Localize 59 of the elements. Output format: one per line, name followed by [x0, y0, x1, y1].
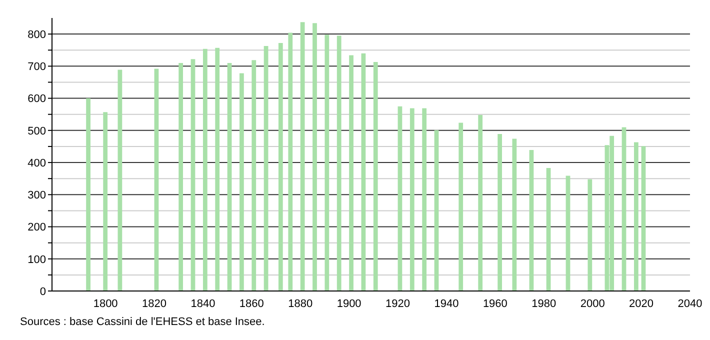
bar	[264, 46, 268, 291]
x-tick-label: 2020	[629, 298, 654, 310]
y-tick-label: 500	[28, 125, 46, 138]
bar	[240, 73, 244, 291]
bar	[190, 59, 196, 291]
bar	[324, 34, 330, 291]
bar	[215, 48, 220, 291]
bar	[498, 134, 502, 291]
y-tick-label: 400	[28, 157, 46, 170]
bar	[398, 106, 402, 291]
y-tick-label: 200	[28, 222, 46, 234]
bar	[336, 36, 342, 291]
bar	[349, 55, 354, 291]
y-tick-label: 100	[28, 254, 46, 266]
y-tick-label: 300	[28, 190, 46, 202]
bar	[622, 127, 626, 291]
y-tick-label: 600	[28, 93, 46, 106]
bar	[478, 114, 483, 291]
y-tick-label: 700	[28, 61, 46, 74]
bar	[227, 62, 232, 291]
x-tick-label: 2040	[678, 298, 702, 310]
bar	[300, 22, 305, 291]
bar	[373, 62, 378, 291]
y-tick-label: 800	[28, 28, 46, 41]
x-tick-label: 2000	[580, 298, 605, 310]
bar	[154, 68, 159, 291]
bar	[546, 168, 551, 291]
bar	[361, 53, 366, 291]
bar	[202, 48, 208, 291]
x-tick-label: 1880	[288, 298, 313, 310]
x-tick-label: 1920	[386, 298, 410, 310]
bar	[178, 62, 184, 291]
bar	[588, 179, 592, 291]
bar	[86, 98, 90, 291]
bar	[512, 138, 517, 291]
bar	[529, 150, 534, 291]
bar	[422, 108, 427, 291]
source-note: Sources : base Cassini de l'EHESS et base Insee.	[20, 316, 265, 328]
bar	[634, 142, 638, 291]
bar	[410, 108, 414, 291]
x-tick-label: 1800	[93, 298, 118, 310]
bar	[103, 112, 108, 291]
x-tick-label: 1840	[190, 298, 216, 310]
bar	[566, 176, 570, 291]
x-tick-label: 1820	[142, 298, 167, 310]
bar	[458, 122, 464, 291]
bar	[252, 60, 256, 291]
x-tick-label: 1960	[482, 298, 508, 310]
x-tick-label: 1980	[532, 298, 556, 310]
x-tick-label: 1900	[336, 298, 362, 310]
bar	[278, 43, 283, 291]
y-tick-label: 0	[40, 286, 46, 298]
x-tick-label: 1860	[239, 298, 264, 310]
bar	[118, 70, 122, 291]
bar	[288, 32, 293, 291]
bar	[434, 130, 439, 291]
bar	[641, 146, 646, 291]
bar	[312, 23, 317, 291]
x-tick-label: 1940	[434, 298, 459, 310]
